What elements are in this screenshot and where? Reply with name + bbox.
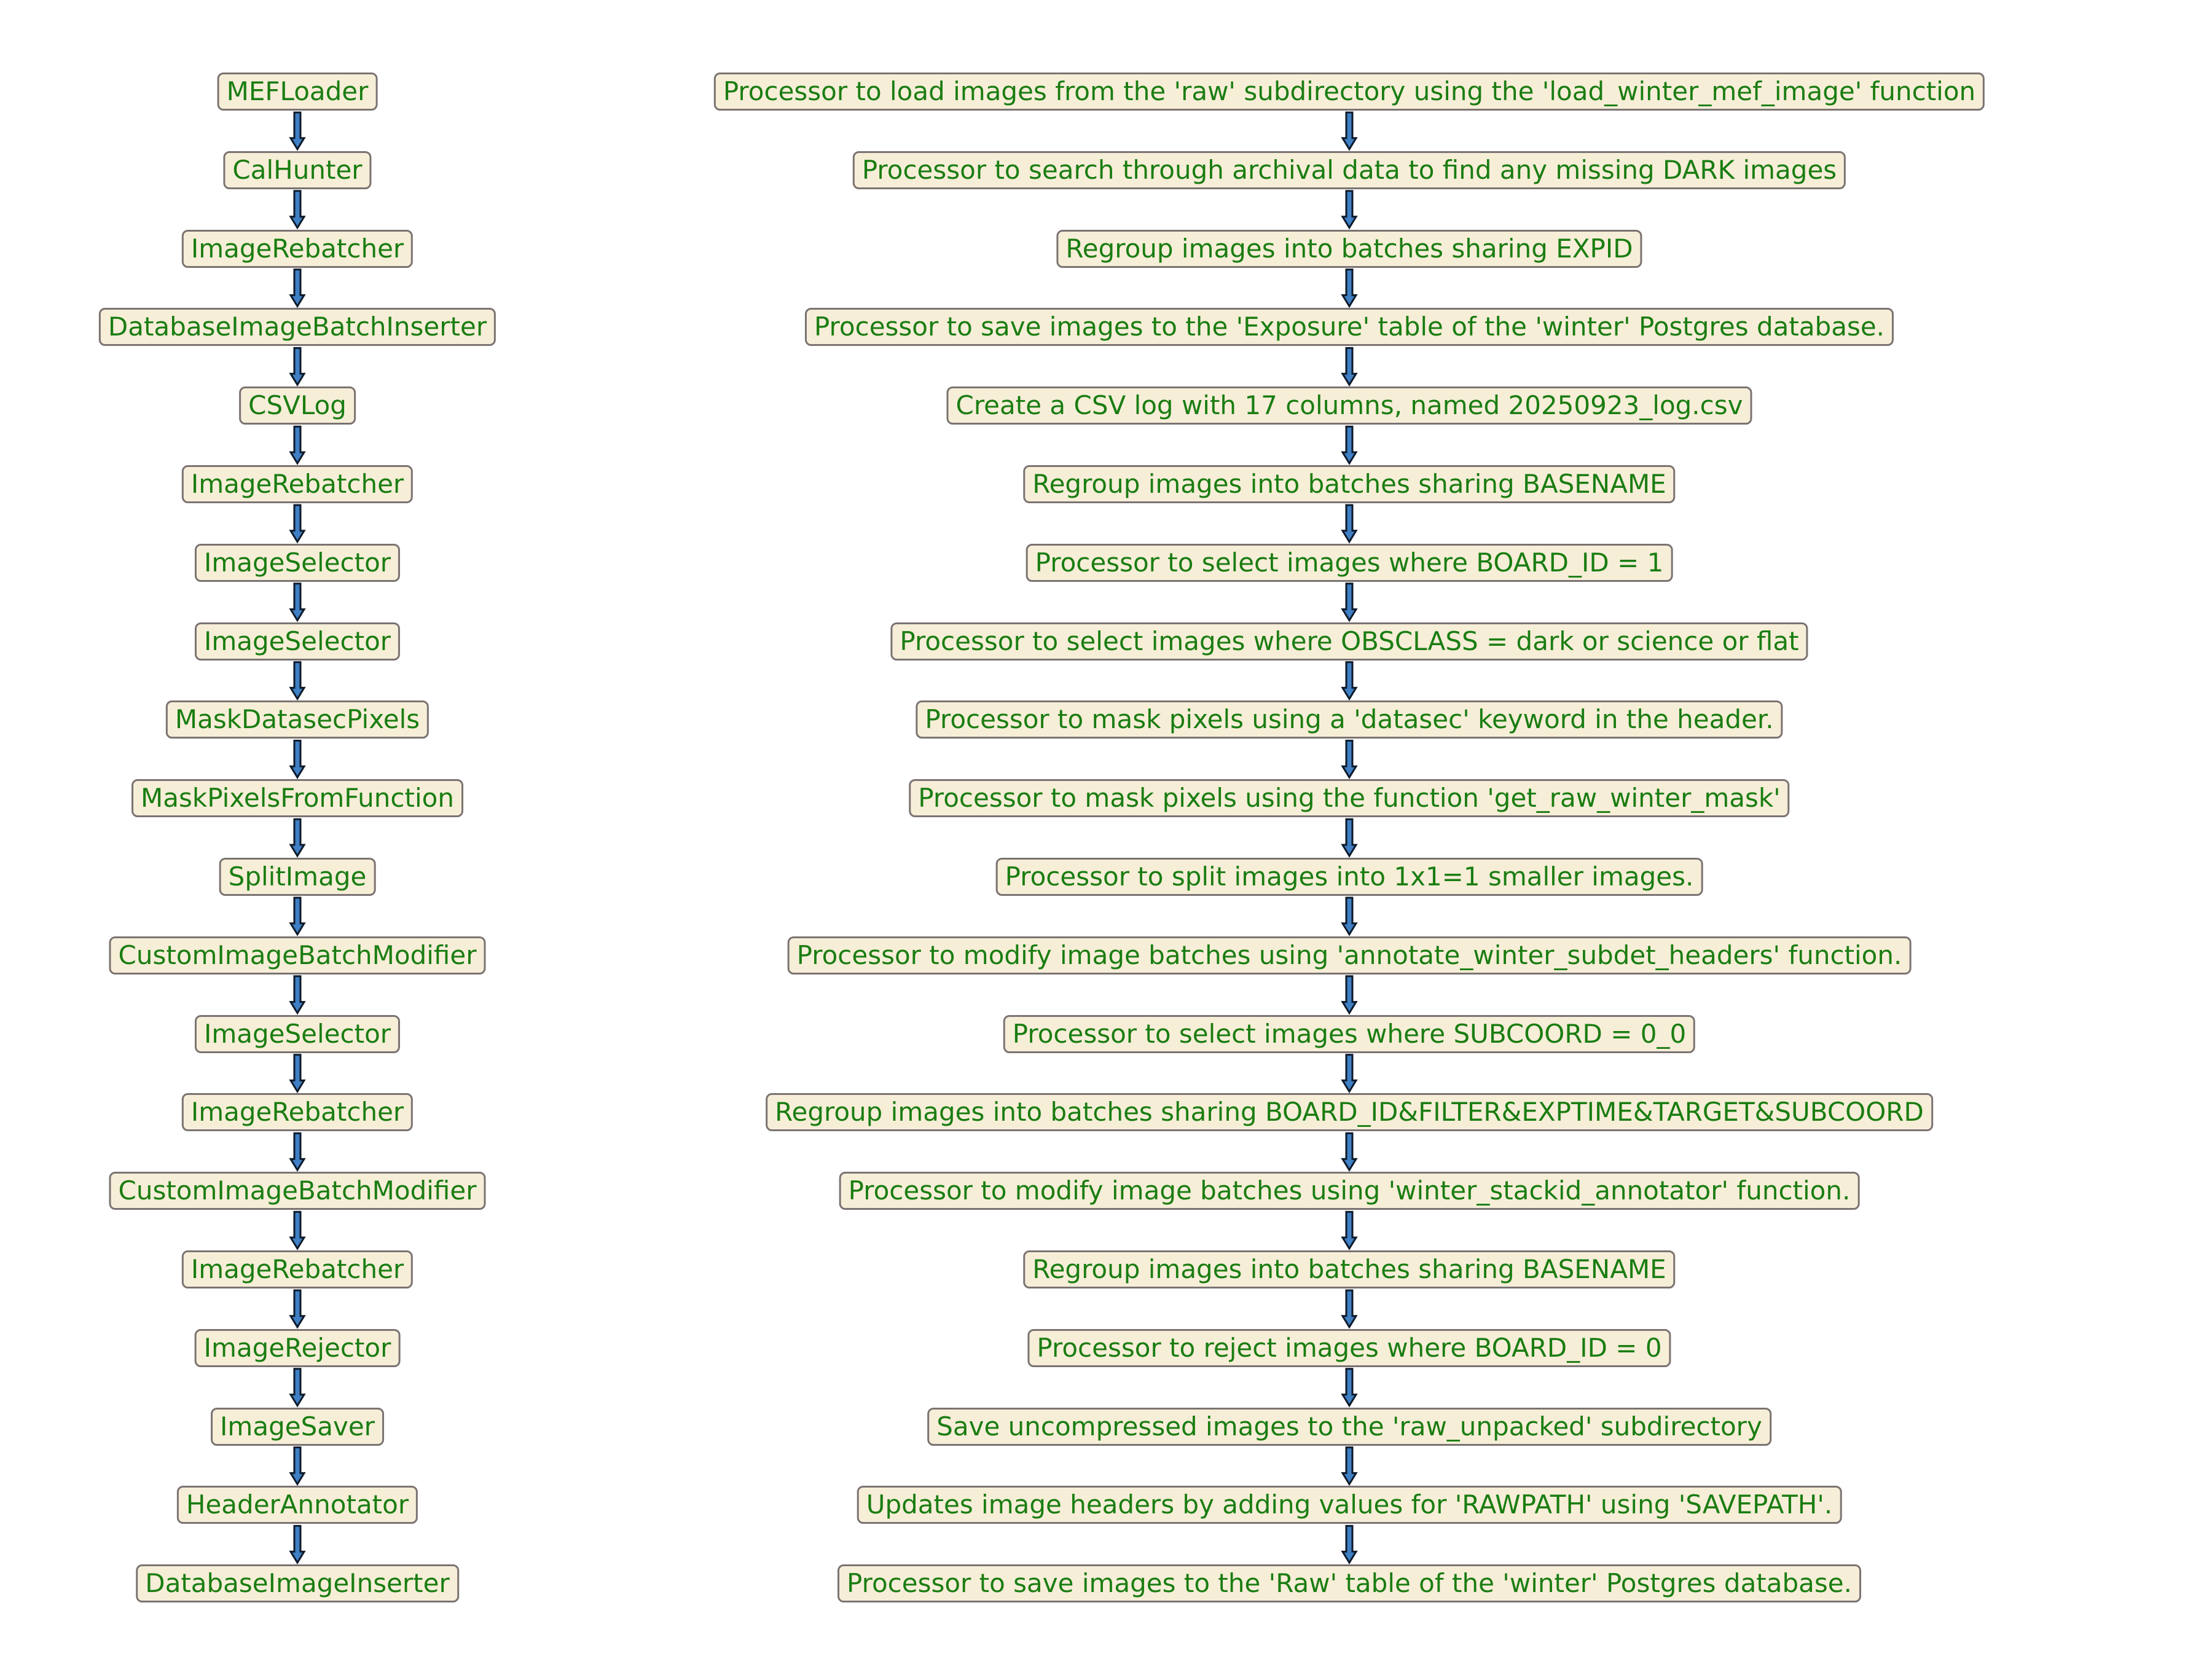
- flow-arrow: [1341, 1132, 1358, 1172]
- step-name: MaskPixelsFromFunction: [131, 779, 463, 818]
- flow-arrow: [1341, 582, 1358, 622]
- flow-arrow: [289, 504, 306, 544]
- step-description: Processor to save images to the 'Raw' ta…: [837, 1564, 1861, 1603]
- step-description: Updates image headers by adding values f…: [857, 1486, 1842, 1524]
- flow-arrow: [289, 111, 306, 151]
- flow-arrow: [289, 582, 306, 622]
- flow-arrow: [1341, 1210, 1358, 1250]
- flow-arrow: [289, 818, 306, 858]
- flow-arrow: [289, 739, 306, 780]
- step-description: Processor to save images to the 'Exposur…: [804, 308, 1894, 347]
- flow-arrow: [289, 190, 306, 230]
- flow-arrow: [1341, 1289, 1358, 1329]
- step-description: Processor to load images from the 'raw' …: [713, 73, 1985, 111]
- flow-arrow: [1341, 504, 1358, 544]
- flow-arrow: [1341, 1446, 1358, 1486]
- step-description: Processor to select images where SUBCOOR…: [1003, 1014, 1696, 1053]
- flow-arrow: [289, 975, 306, 1015]
- flow-arrow: [1341, 739, 1358, 780]
- step-description: Processor to reject images where BOARD_I…: [1027, 1328, 1671, 1367]
- step-name: CSVLog: [239, 386, 356, 425]
- flow-arrow: [289, 1132, 306, 1172]
- step-description: Regroup images into batches sharing BASE…: [1023, 1250, 1676, 1288]
- step-name: ImageRejector: [194, 1328, 401, 1367]
- step-description: Regroup images into batches sharing EXPI…: [1056, 229, 1642, 268]
- step-name: ImageRebatcher: [181, 1250, 414, 1288]
- step-description: Processor to search through archival dat…: [852, 151, 1846, 189]
- step-description: Processor to mask pixels using a 'datase…: [916, 700, 1783, 739]
- step-name: ImageRebatcher: [181, 465, 414, 503]
- step-name: CalHunter: [223, 151, 372, 189]
- flow-arrow: [1341, 975, 1358, 1015]
- step-name: ImageRebatcher: [181, 229, 414, 268]
- step-name: ImageSaver: [211, 1407, 384, 1446]
- step-name: CustomImageBatchModifier: [109, 936, 486, 975]
- step-description: Processor to mask pixels using the funct…: [909, 779, 1790, 818]
- flow-arrow: [1341, 425, 1358, 465]
- step-description: Regroup images into batches sharing BOAR…: [766, 1093, 1933, 1132]
- flow-arrow: [289, 347, 306, 387]
- flow-arrow: [1341, 661, 1358, 701]
- flow-arrow: [1341, 1054, 1358, 1094]
- step-name: SplitImage: [219, 858, 376, 896]
- flow-arrow: [289, 1054, 306, 1094]
- flow-arrow: [1341, 818, 1358, 858]
- flow-arrow: [289, 425, 306, 465]
- flow-arrow: [1341, 896, 1358, 936]
- step-description: Save uncompressed images to the 'raw_unp…: [927, 1407, 1771, 1446]
- flow-arrow: [289, 1289, 306, 1329]
- flow-arrow: [289, 1368, 306, 1408]
- step-description: Processor to modify image batches using …: [839, 1172, 1860, 1210]
- step-description: Processor to select images where BOARD_I…: [1026, 543, 1673, 582]
- step-name: ImageSelector: [194, 543, 401, 582]
- step-name: ImageSelector: [194, 1014, 401, 1053]
- flow-arrow: [1341, 269, 1358, 308]
- step-name: MaskDatasecPixels: [165, 700, 429, 739]
- flow-arrow: [1341, 1524, 1358, 1565]
- flow-arrow: [289, 661, 306, 701]
- step-description: Create a CSV log with 17 columns, named …: [946, 386, 1752, 425]
- step-name: CustomImageBatchModifier: [109, 1172, 486, 1210]
- step-description: Processor to split images into 1x1=1 sma…: [995, 858, 1703, 896]
- flow-arrow: [1341, 111, 1358, 151]
- step-description: Processor to select images where OBSCLAS…: [890, 622, 1808, 661]
- flow-arrow: [1341, 1368, 1358, 1408]
- step-description: Regroup images into batches sharing BASE…: [1023, 465, 1676, 503]
- step-name: HeaderAnnotator: [176, 1486, 418, 1524]
- step-name: ImageRebatcher: [181, 1093, 414, 1132]
- flow-arrow: [289, 1210, 306, 1250]
- step-name: ImageSelector: [194, 622, 401, 661]
- step-name: DatabaseImageInserter: [136, 1564, 459, 1603]
- flow-arrow: [289, 269, 306, 308]
- flow-arrow: [289, 896, 306, 936]
- step-description: Processor to modify image batches using …: [787, 936, 1912, 975]
- flow-arrow: [1341, 347, 1358, 387]
- flow-arrow: [1341, 190, 1358, 230]
- flow-arrow: [289, 1524, 306, 1565]
- step-name: DatabaseImageBatchInserter: [98, 308, 496, 347]
- flow-arrow: [289, 1446, 306, 1486]
- step-name: MEFLoader: [217, 73, 378, 111]
